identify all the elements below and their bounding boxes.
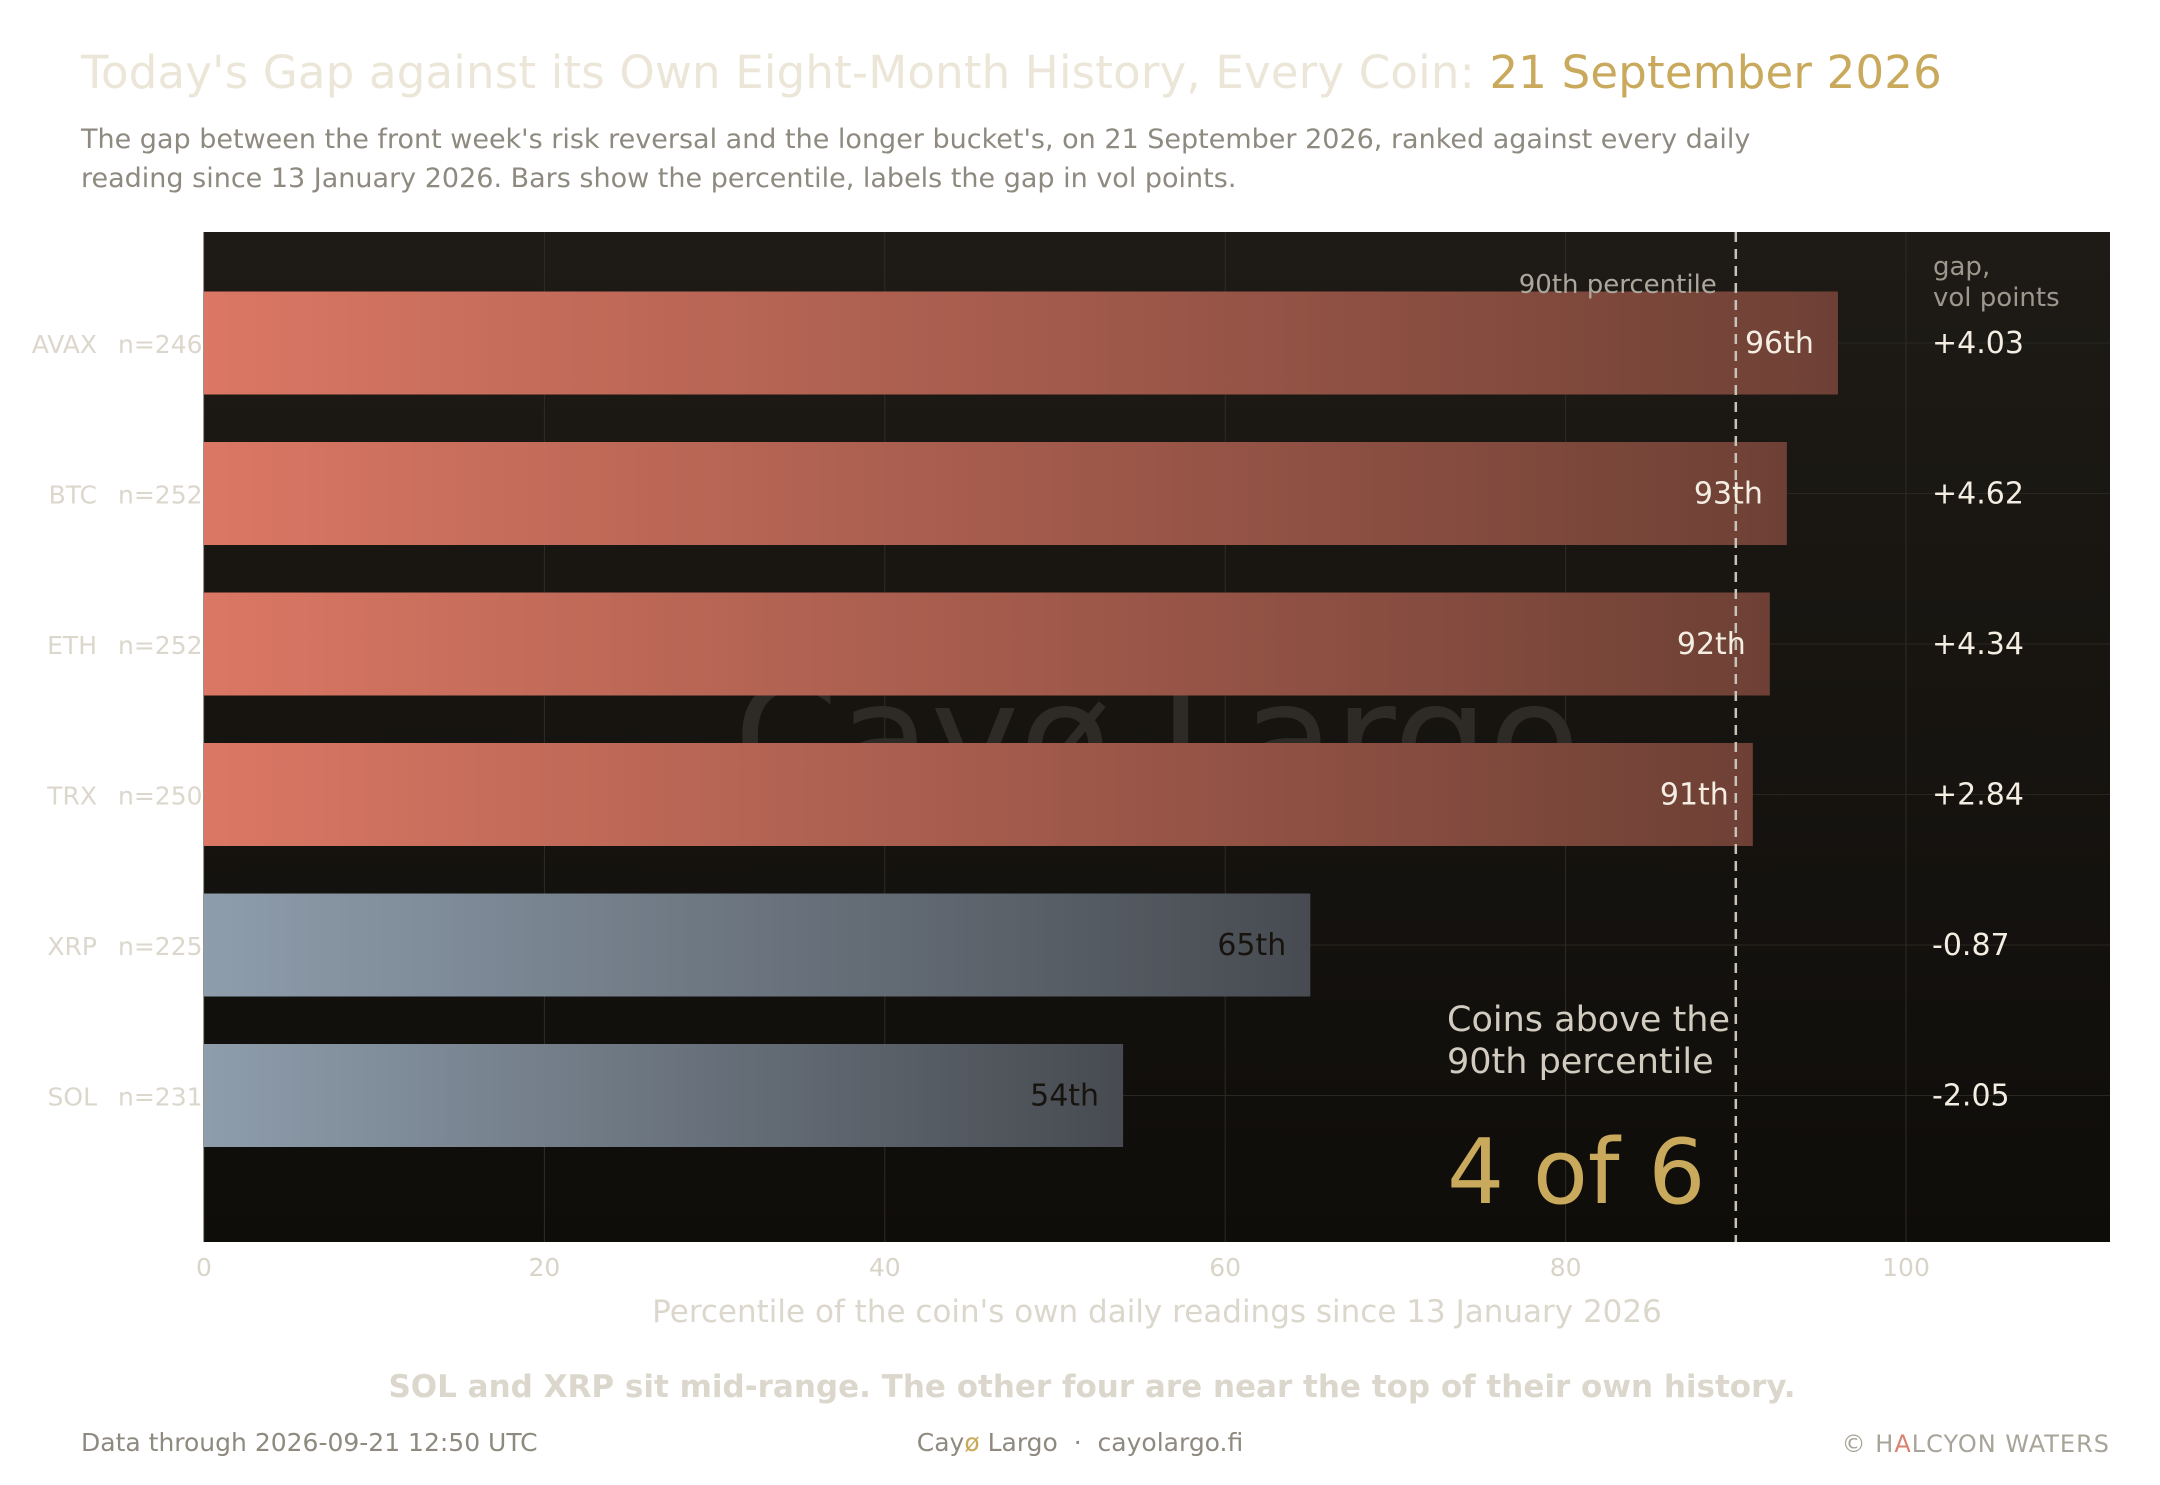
reference-line-group: 90th percentile <box>1519 232 1738 1242</box>
bar-trx <box>204 743 1753 846</box>
x-tick-label: 80 <box>1550 1253 1582 1282</box>
value-label-sol: 54th <box>1030 1079 1099 1114</box>
gap-label-eth: +4.34 <box>1932 627 2024 662</box>
copyright-a: A <box>1894 1430 1912 1458</box>
copyright-prefix: © H <box>1841 1430 1895 1458</box>
takeaway-text: SOL and XRP sit mid-range. The other fou… <box>388 1369 1795 1405</box>
category-label-btc: BTC <box>49 481 97 510</box>
reference-line-label: 90th percentile <box>1519 270 1717 300</box>
bar-btc <box>204 442 1787 545</box>
chart-subtitle: The gap between the front week's risk re… <box>81 124 1751 194</box>
x-tick-label: 40 <box>869 1253 901 1282</box>
copyright-logo: © HALCYON WATERS <box>1842 1430 2110 1458</box>
gap-label-avax: +4.03 <box>1932 326 2024 361</box>
brand-prefix: Cay <box>916 1428 965 1457</box>
x-tick-label: 20 <box>528 1253 560 1282</box>
sample-size-avax: n=246 <box>118 330 203 359</box>
sample-size-sol: n=231 <box>118 1083 203 1112</box>
callout-value: 4 of 6 <box>1447 1120 1706 1225</box>
sample-size-eth: n=252 <box>118 631 203 660</box>
x-tick-label: 100 <box>1882 1253 1930 1282</box>
title-date: 21 September 2026 <box>1489 46 1942 99</box>
callout-line2: 90th percentile <box>1447 1042 1714 1082</box>
copyright-rest: LCYON WATERS <box>1911 1430 2110 1458</box>
category-label-eth: ETH <box>47 631 97 660</box>
x-tick-label: 0 <box>196 1253 212 1282</box>
chart-title: Today's Gap against its Own Eight-Month … <box>81 46 1942 99</box>
category-label-trx: TRX <box>46 782 97 811</box>
value-label-btc: 93th <box>1694 477 1763 512</box>
value-label-xrp: 65th <box>1217 928 1286 963</box>
value-label-eth: 92th <box>1677 627 1746 662</box>
data-through-note: Data through 2026-09-21 12:50 UTC <box>81 1428 538 1457</box>
title-prefix: Today's Gap against its Own Eight-Month … <box>81 46 1490 99</box>
callout-line1: Coins above the <box>1447 1000 1730 1040</box>
x-axis: 0 20 40 60 80 100 Percentile of the coin's own… <box>196 1253 1930 1405</box>
gap-label-xrp: -0.87 <box>1932 928 2010 963</box>
bars <box>204 291 1838 1147</box>
x-axis-label: Percentile of the coin's own daily readi… <box>652 1294 1662 1330</box>
sample-size-btc: n=252 <box>118 481 203 510</box>
brand-credit: Cayø Largo · cayolargo.fi <box>0 1428 2160 1457</box>
gap-label-sol: -2.05 <box>1932 1079 2010 1114</box>
bar-eth <box>204 592 1770 696</box>
gap-header-line1: gap, <box>1933 252 1990 282</box>
sample-size-trx: n=250 <box>118 782 203 811</box>
value-label-trx: 91th <box>1660 778 1729 813</box>
bar-avax <box>204 291 1838 395</box>
bar-xrp <box>204 893 1311 997</box>
bar-sol <box>204 1044 1124 1147</box>
x-tick-label: 60 <box>1209 1253 1241 1282</box>
brand-rest: Largo · cayolargo.fi <box>979 1428 1244 1457</box>
category-label-sol: SOL <box>48 1083 98 1112</box>
gap-label-trx: +2.84 <box>1932 778 2024 813</box>
category-label-avax: AVAX <box>32 330 97 359</box>
value-label-avax: 96th <box>1745 326 1814 361</box>
brand-o: ø <box>964 1428 980 1457</box>
gap-label-btc: +4.62 <box>1932 477 2024 512</box>
gap-header-line2: vol points <box>1933 283 2060 313</box>
category-label-xrp: XRP <box>47 932 97 961</box>
sample-size-xrp: n=225 <box>118 932 203 961</box>
labels: 96th AVAX n=246 +4.03 93th BTC n=252 +4.62 92th E… <box>32 252 2060 1114</box>
